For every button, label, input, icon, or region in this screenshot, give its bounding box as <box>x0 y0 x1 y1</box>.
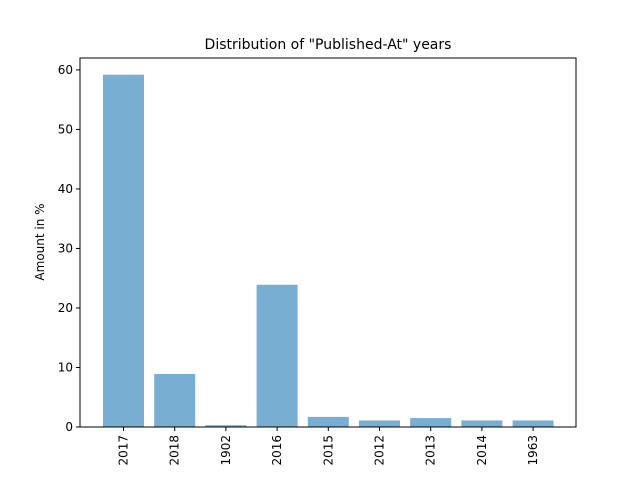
bar-1902 <box>205 425 247 427</box>
bar-2017 <box>103 74 144 427</box>
y-tick-label: 20 <box>58 301 73 315</box>
x-tick-label: 2017 <box>117 435 131 466</box>
y-tick-label: 40 <box>58 182 73 196</box>
bar-2015 <box>307 416 349 427</box>
x-tick-label: 2014 <box>475 435 489 466</box>
x-axis-ticks: 2017 2018 1902 2016 2015 2012 2013 2014 1963 <box>117 427 540 466</box>
x-tick-label: 2015 <box>321 435 335 466</box>
bar-2016 <box>256 284 298 427</box>
x-tick-label: 1963 <box>526 435 540 466</box>
y-tick-label: 0 <box>65 420 73 434</box>
bar-2018 <box>154 374 196 427</box>
x-tick-label: 2012 <box>373 435 387 466</box>
chart-title: Distribution of "Published-At" years <box>205 37 452 53</box>
plot-frame <box>79 57 577 428</box>
y-tick-label: 30 <box>58 241 73 255</box>
x-tick-label: 2018 <box>168 435 182 466</box>
y-axis-label: Amount in % <box>33 203 47 280</box>
x-tick-label: 2013 <box>424 435 438 466</box>
bar-1963 <box>512 420 554 427</box>
bar-2013 <box>410 418 452 427</box>
y-axis-ticks: 0 10 20 30 40 50 60 <box>58 63 80 434</box>
x-tick-label: 2016 <box>270 435 284 466</box>
bar-2012 <box>359 420 400 427</box>
y-tick-label: 50 <box>58 122 73 136</box>
y-tick-label: 60 <box>58 63 73 77</box>
bars-group <box>103 74 554 427</box>
bar-2014 <box>461 420 503 427</box>
x-tick-label: 1902 <box>219 435 233 466</box>
y-tick-label: 10 <box>58 360 73 374</box>
